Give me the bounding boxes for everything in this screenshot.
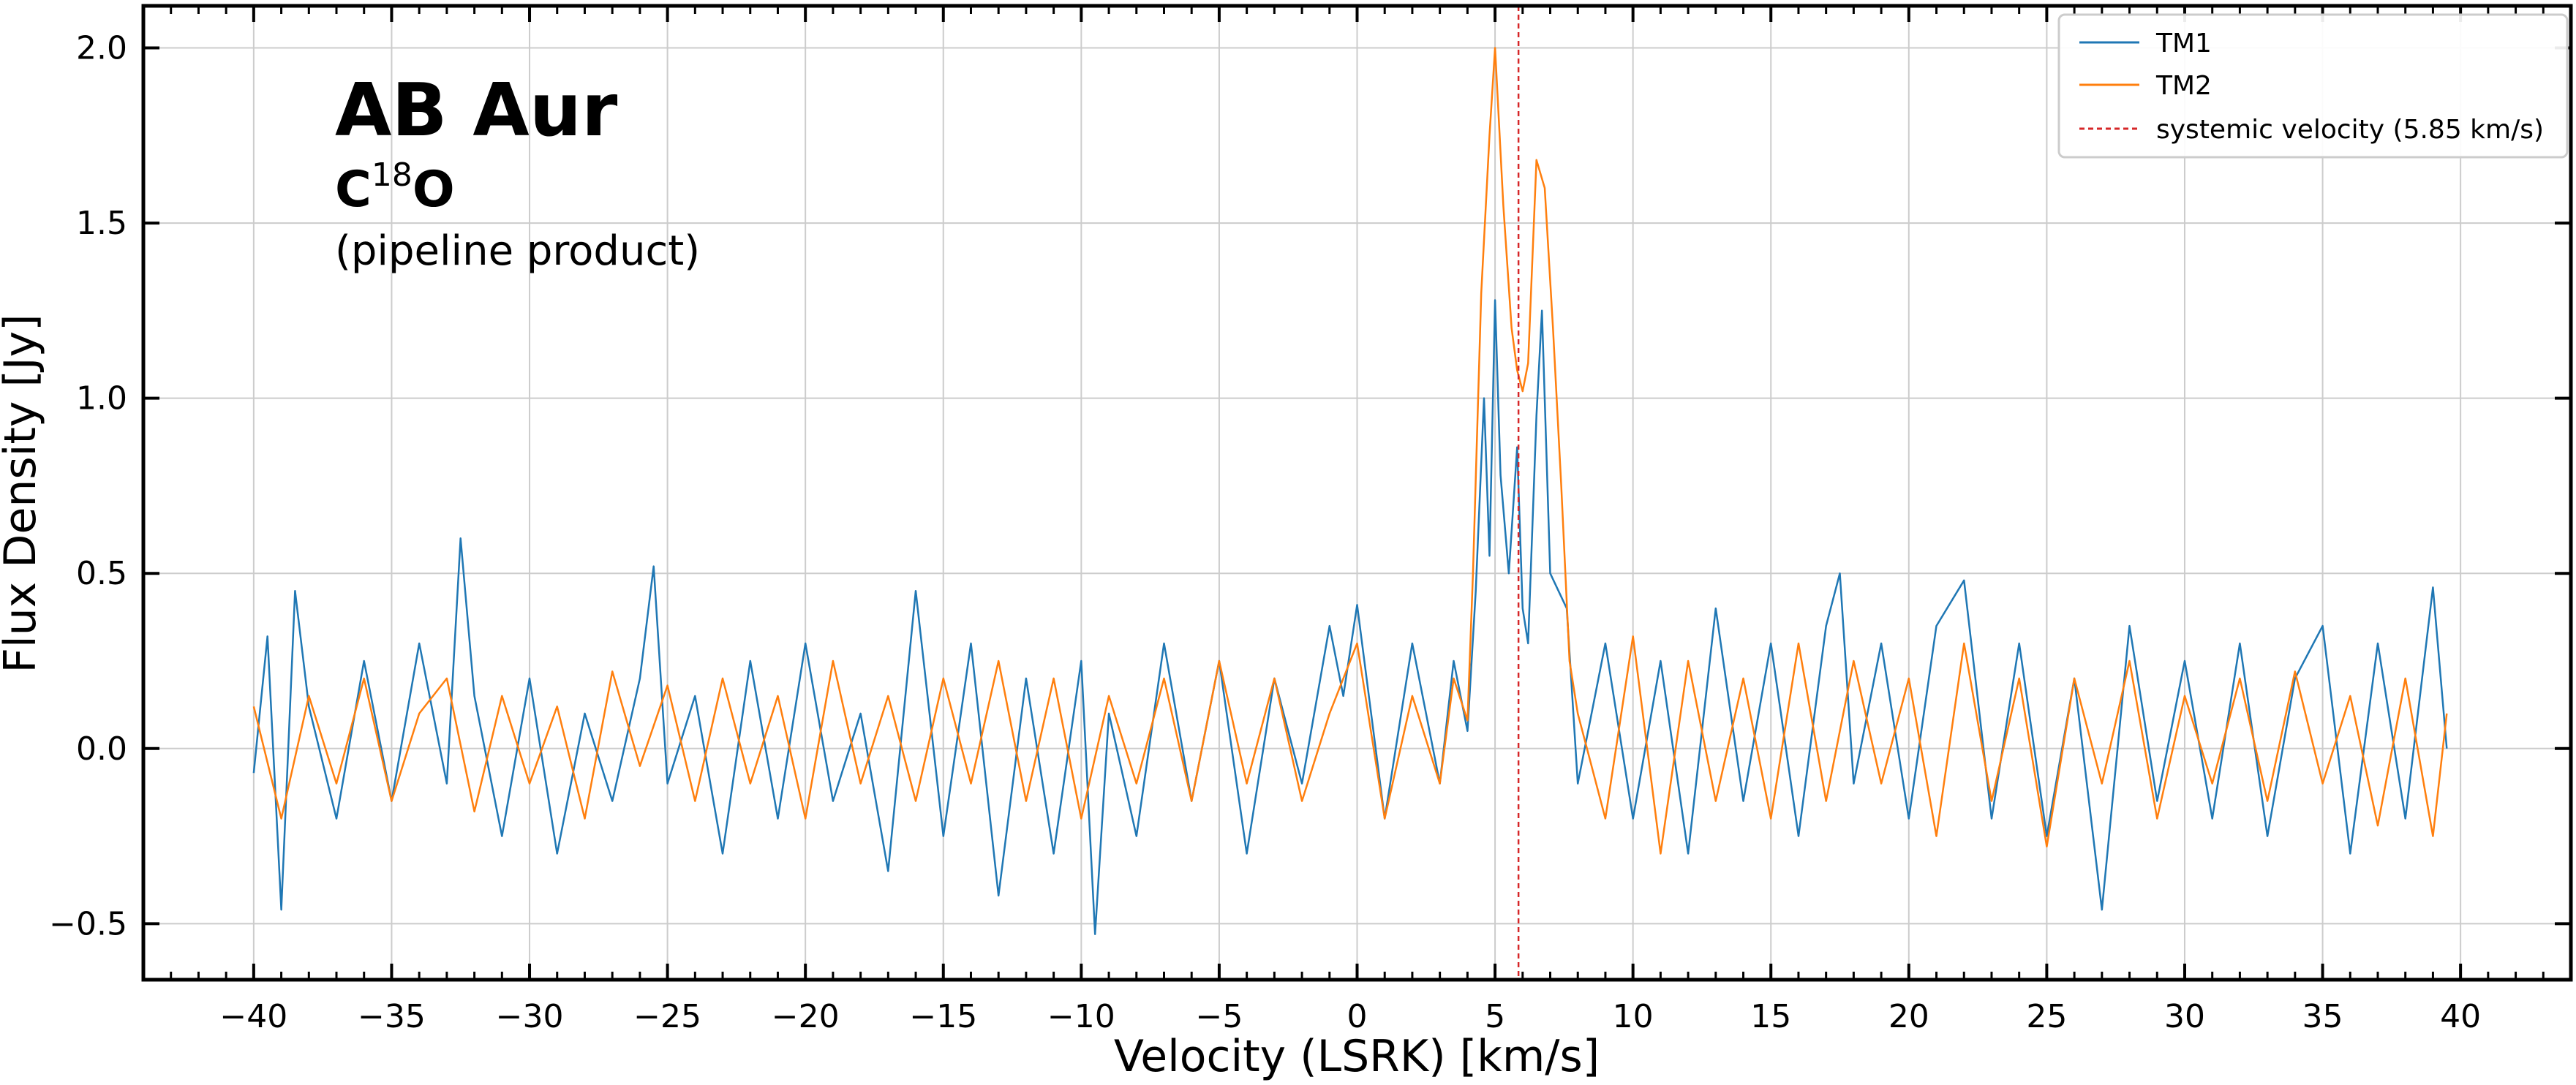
y-tick-label: −0.5 [49, 905, 127, 942]
legend-tm2-label: TM2 [2155, 71, 2212, 101]
x-tick-label: 10 [1613, 998, 1654, 1035]
series-line-tm2 [252, 47, 2448, 855]
x-tick-label: −5 [1195, 998, 1243, 1035]
series-line-tm1 [252, 299, 2448, 935]
x-tick-label: 5 [1485, 998, 1505, 1035]
x-tick-label: 35 [2302, 998, 2343, 1035]
x-tick-label: −15 [909, 998, 977, 1035]
y-tick-label: 0.5 [76, 555, 127, 592]
axis-ticks [142, 6, 2572, 980]
x-tick-label: 20 [1888, 998, 1929, 1035]
molecule-prefix: C [335, 161, 372, 219]
molecule-label: C18O [335, 156, 455, 219]
x-axis-label: Velocity (LSRK) [km/s] [1114, 1031, 1600, 1082]
legend-vsys-label: systemic velocity (5.85 km/s) [2156, 115, 2544, 145]
y-tick-label: 2.0 [76, 29, 127, 67]
y-tick-label: 1.5 [76, 205, 127, 242]
x-tick-label: 25 [2026, 998, 2067, 1035]
y-axis-label: Flux Density [Jy] [0, 314, 46, 673]
x-tick-label: 15 [1750, 998, 1791, 1035]
product-note: (pipeline product) [335, 227, 700, 275]
x-tick-label: −25 [633, 998, 701, 1035]
x-tick-label: 30 [2164, 998, 2205, 1035]
series-layer [252, 47, 2448, 935]
molecule-superscript: 18 [372, 156, 413, 194]
x-tick-label: −30 [496, 998, 564, 1035]
legend-tm1-label: TM1 [2155, 29, 2212, 58]
x-tick-label: −40 [219, 998, 287, 1035]
x-tick-label: 40 [2440, 998, 2481, 1035]
legend: TM1 TM2 systemic velocity (5.85 km/s) [2057, 13, 2569, 159]
target-title: AB Aur [335, 67, 618, 153]
molecule-suffix: O [413, 161, 455, 219]
x-tick-label: −35 [358, 998, 426, 1035]
y-tick-label: 1.0 [76, 380, 127, 417]
legend-box [2057, 13, 2569, 159]
x-tick-labels: −40 −35 −30 −25 −20 −15 −10 −5 0 5 10 15 20 25 30 35 40 [219, 998, 2481, 1035]
y-tick-labels: −0.5 0.0 0.5 1.0 1.5 2.0 [49, 29, 127, 942]
x-tick-label: −10 [1047, 998, 1115, 1035]
y-tick-label: 0.0 [76, 730, 127, 768]
x-tick-label: 0 [1347, 998, 1368, 1035]
x-tick-label: −20 [772, 998, 840, 1035]
